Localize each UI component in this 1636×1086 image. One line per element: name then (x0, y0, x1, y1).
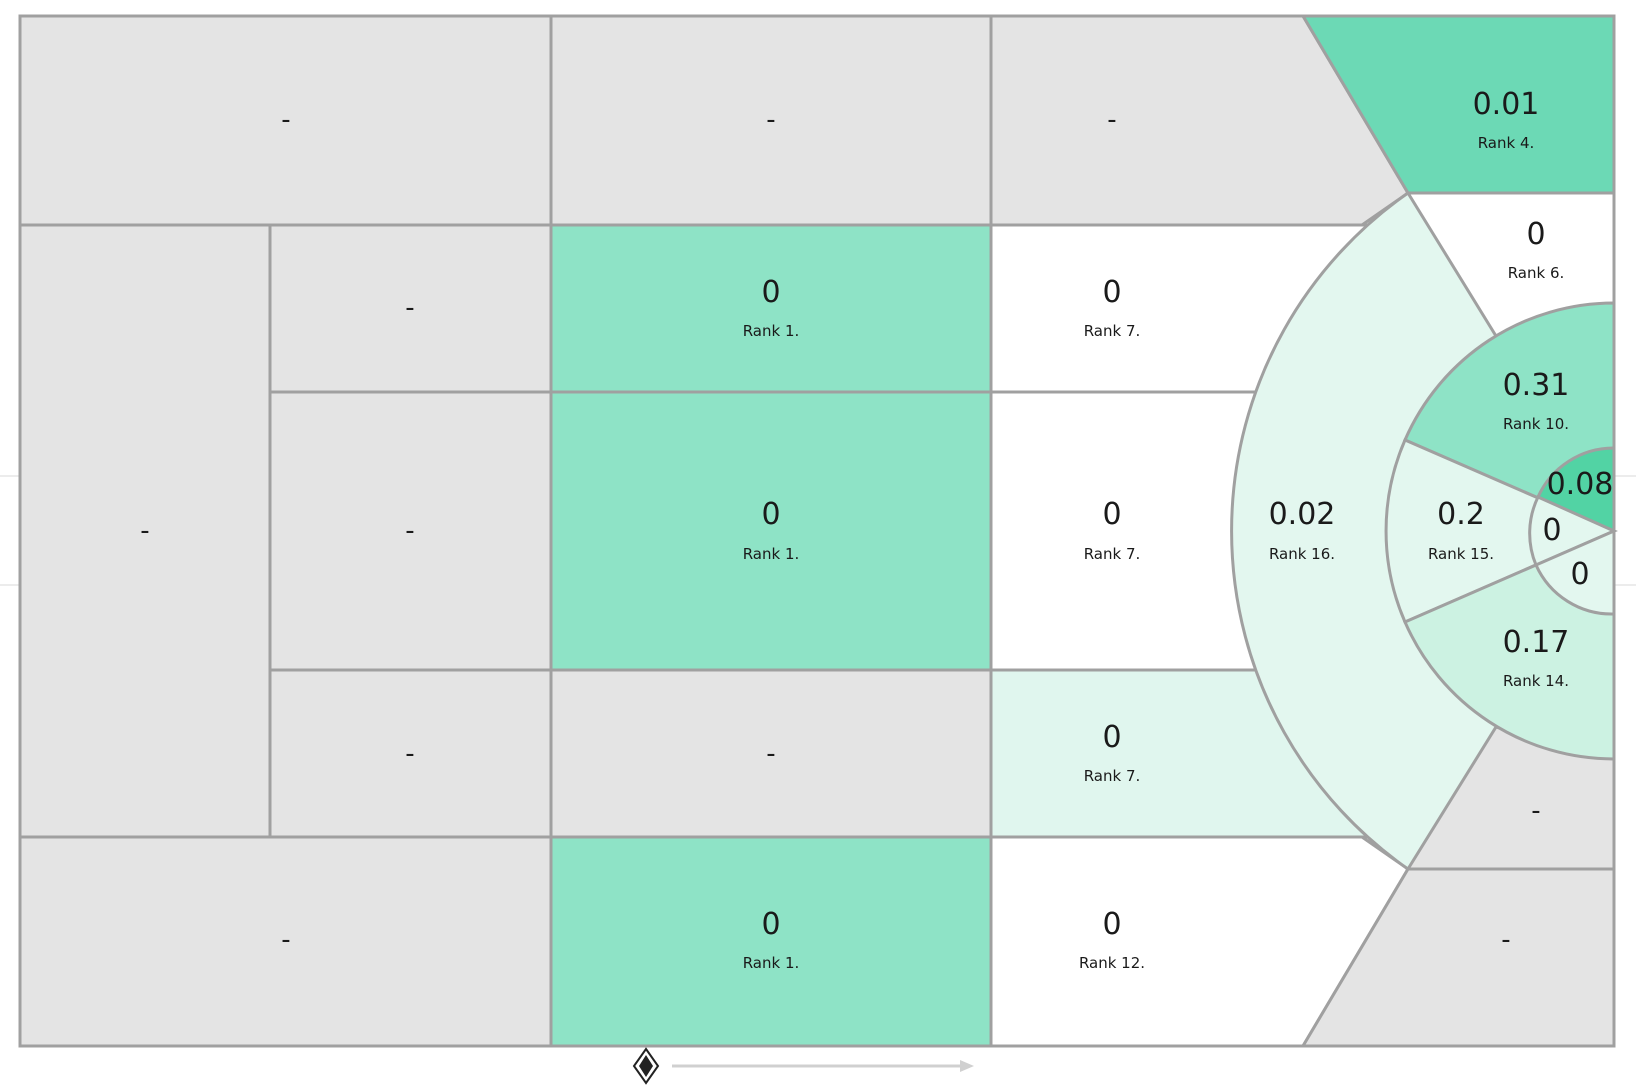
zone-mid-lower (549, 668, 993, 839)
rank-att-center: Rank 7. (1084, 545, 1141, 563)
zone-far-top (18, 14, 553, 227)
rank-mid-bottom: Rank 1. (743, 954, 800, 972)
zone-six-mid (1528, 495, 1618, 567)
value-att-lower: 0 (1102, 720, 1121, 755)
label-box-bottom-wing: - (1531, 796, 1540, 826)
zone-six-top (1536, 446, 1616, 534)
rank-box-lower: Rank 14. (1503, 672, 1569, 690)
label-left2-center: - (405, 516, 414, 546)
rank-corner-top: Rank 4. (1478, 134, 1535, 152)
zone-mid-center (549, 390, 993, 672)
value-six-bottom: 0 (1570, 557, 1589, 592)
value-box-arc: 0.02 (1269, 497, 1336, 532)
value-att-bottom: 0 (1102, 907, 1121, 942)
zone-box-center (1384, 438, 1618, 624)
attack-direction-arrow-icon (672, 1060, 974, 1072)
label-far-top: - (281, 105, 290, 135)
value-box-lower: 0.17 (1503, 625, 1570, 660)
rank-att-bottom: Rank 12. (1079, 954, 1145, 972)
rank-box-arc: Rank 16. (1269, 545, 1335, 563)
team-crest-icon (632, 1047, 660, 1085)
value-box-top-wing: 0 (1526, 217, 1545, 252)
label-att-top: - (1107, 105, 1116, 135)
value-att-center: 0 (1102, 497, 1121, 532)
value-corner-top: 0.01 (1473, 87, 1540, 122)
label-far-bottom: - (281, 925, 290, 955)
value-box-upper: 0.31 (1503, 368, 1570, 403)
zone-left2-top (268, 223, 553, 394)
label-mid-lower: - (766, 739, 775, 769)
label-corner-bottom: - (1501, 925, 1510, 955)
value-mid-upper: 0 (761, 275, 780, 310)
pitch-border (18, 14, 1616, 1048)
rank-att-upper: Rank 7. (1084, 322, 1141, 340)
label-mid-top: - (766, 105, 775, 135)
zone-six-bottom (1534, 528, 1616, 616)
zone-left2-bottom (268, 668, 553, 839)
value-mid-bottom: 0 (761, 907, 780, 942)
rank-box-top-wing: Rank 6. (1508, 264, 1565, 282)
value-box-center: 0.2 (1437, 497, 1485, 532)
label-left-center: - (140, 516, 149, 546)
zone-mid-bottom (549, 835, 993, 1048)
value-att-upper: 0 (1102, 275, 1121, 310)
rank-mid-upper: Rank 1. (743, 322, 800, 340)
value-mid-center: 0 (761, 497, 780, 532)
rank-att-lower: Rank 7. (1084, 767, 1141, 785)
label-left2-top: - (405, 293, 414, 323)
zone-left2-center (268, 390, 553, 672)
rank-box-upper: Rank 10. (1503, 415, 1569, 433)
label-left2-bottom: - (405, 739, 414, 769)
rank-box-center: Rank 15. (1428, 545, 1494, 563)
value-six-mid: 0 (1542, 513, 1561, 548)
value-six-top: 0.08 (1547, 467, 1614, 502)
rank-mid-center: Rank 1. (743, 545, 800, 563)
